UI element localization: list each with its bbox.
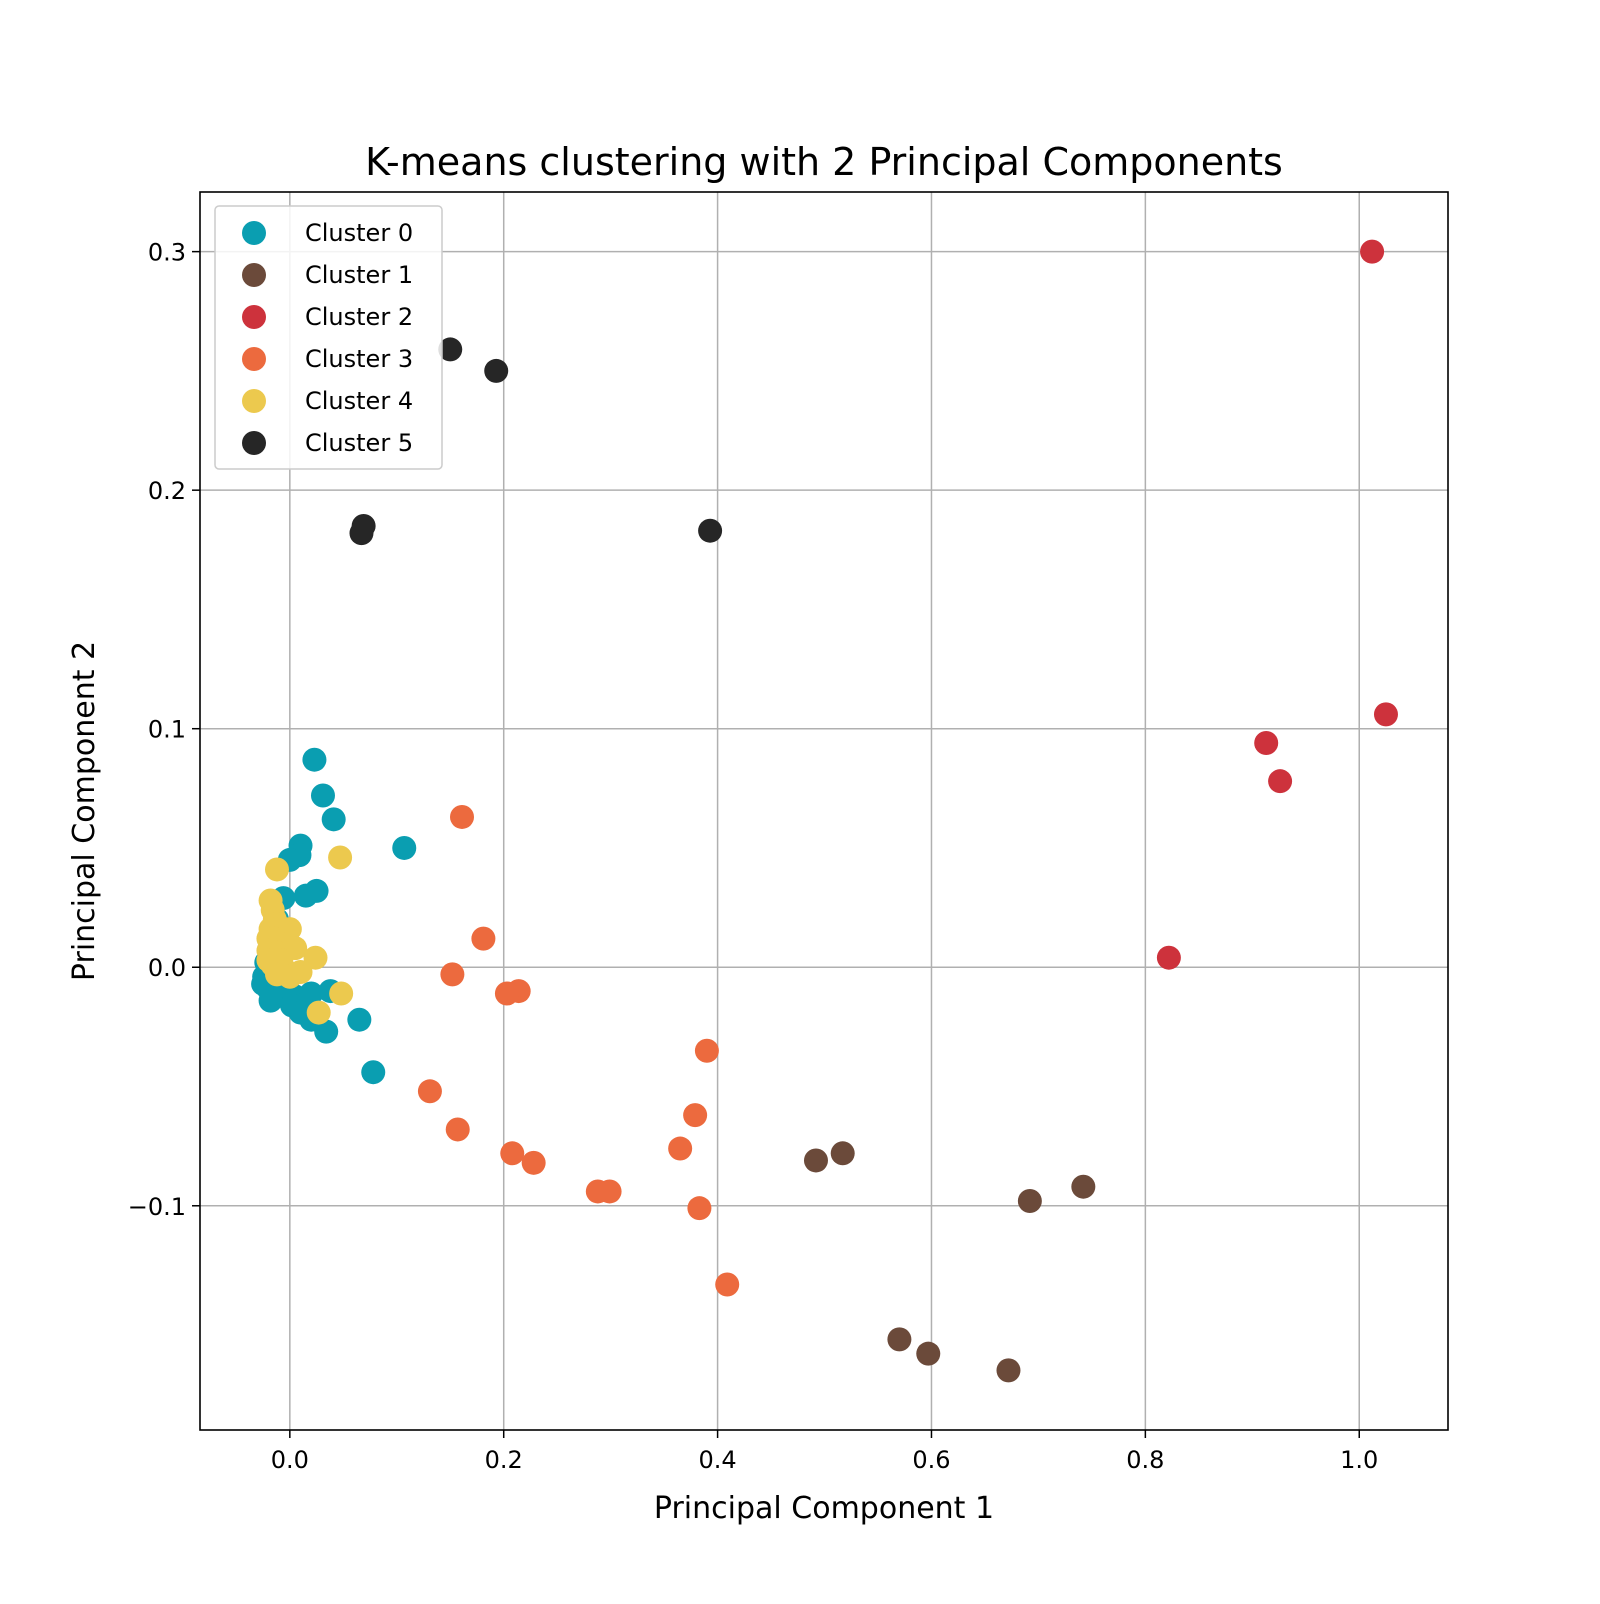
x-tick-label: 1.0 [1340,1446,1378,1474]
series-cluster-2 [1156,239,1398,970]
data-point [329,981,354,1006]
data-point [277,964,302,989]
y-tick-label: 0.0 [148,954,186,982]
data-point [349,521,374,546]
data-point [1268,769,1293,794]
axis-ticks: 0.0 0.2 0.4 0.6 0.8 1.0 −0.1 0.0 0.1 0.2 0.3 [128,239,1379,1474]
data-point [264,857,289,882]
legend-marker [242,221,266,245]
data-point [694,1038,719,1063]
legend-marker [242,305,266,329]
legend-box [214,205,443,470]
data-point [258,988,283,1013]
data-point [438,337,463,362]
data-point [1360,239,1385,264]
data-point [310,783,335,808]
legend-marker [242,347,266,371]
data-point [450,804,475,829]
data-point [484,358,509,383]
series-cluster-1 [803,1141,1096,1383]
data-point [299,981,324,1006]
legend-label: Cluster 3 [305,345,413,373]
data-point [303,945,328,970]
data-point [887,1327,912,1352]
data-point [687,1196,712,1221]
legend: Cluster 0 Cluster 1 Cluster 2 Cluster 3 Clus… [214,205,443,470]
y-tick-label: 0.2 [148,477,186,505]
data-point [392,835,417,860]
legend-marker [242,389,266,413]
data-point [1254,731,1279,756]
legend-label: Cluster 4 [305,387,413,415]
y-tick-label: −0.1 [128,1193,186,1221]
series-cluster-4 [256,845,354,1025]
data-point [293,883,318,908]
x-tick-label: 0.0 [271,1446,309,1474]
data-point [668,1136,693,1161]
grid-lines [200,192,1448,1430]
data-point [698,518,723,543]
data-point [803,1148,828,1173]
data-point [494,981,519,1006]
data-point [996,1358,1021,1383]
y-tick-label: 0.3 [148,239,186,267]
data-point [597,1179,622,1204]
data-point [500,1141,525,1166]
legend-marker [242,431,266,455]
series-cluster-3 [417,804,740,1297]
data-point [361,1060,386,1085]
data-point [1156,945,1181,970]
data-points [251,239,1398,1383]
data-point [314,1019,339,1044]
chart-title: K-means clustering with 2 Principal Comp… [365,140,1283,184]
legend-label: Cluster 1 [305,261,413,289]
data-point [321,807,346,832]
legend-label: Cluster 2 [305,303,413,331]
data-point [916,1341,941,1366]
legend-label: Cluster 0 [305,219,413,247]
data-point [417,1079,442,1104]
series-cluster-5 [349,337,723,546]
data-point [715,1272,740,1297]
data-point [328,845,353,870]
data-point [1373,702,1398,727]
axes-frame [199,191,1449,1431]
data-point [445,1117,470,1142]
x-tick-label: 0.4 [699,1446,737,1474]
x-tick-label: 0.2 [485,1446,523,1474]
x-tick-label: 0.8 [1126,1446,1164,1474]
data-point [347,1007,372,1032]
data-point [830,1141,855,1166]
y-tick-label: 0.1 [148,716,186,744]
y-axis-label: Principal Component 2 [67,641,102,981]
data-point [306,1000,331,1025]
data-point [1017,1189,1042,1214]
data-point [440,962,465,987]
data-point [521,1150,546,1175]
data-point [683,1103,708,1128]
data-point [302,747,327,772]
x-tick-label: 0.6 [912,1446,950,1474]
legend-marker [242,263,266,287]
data-point [471,926,496,951]
legend-label: Cluster 5 [305,429,413,457]
x-axis-label: Principal Component 1 [654,1491,994,1526]
data-point [1071,1174,1096,1199]
